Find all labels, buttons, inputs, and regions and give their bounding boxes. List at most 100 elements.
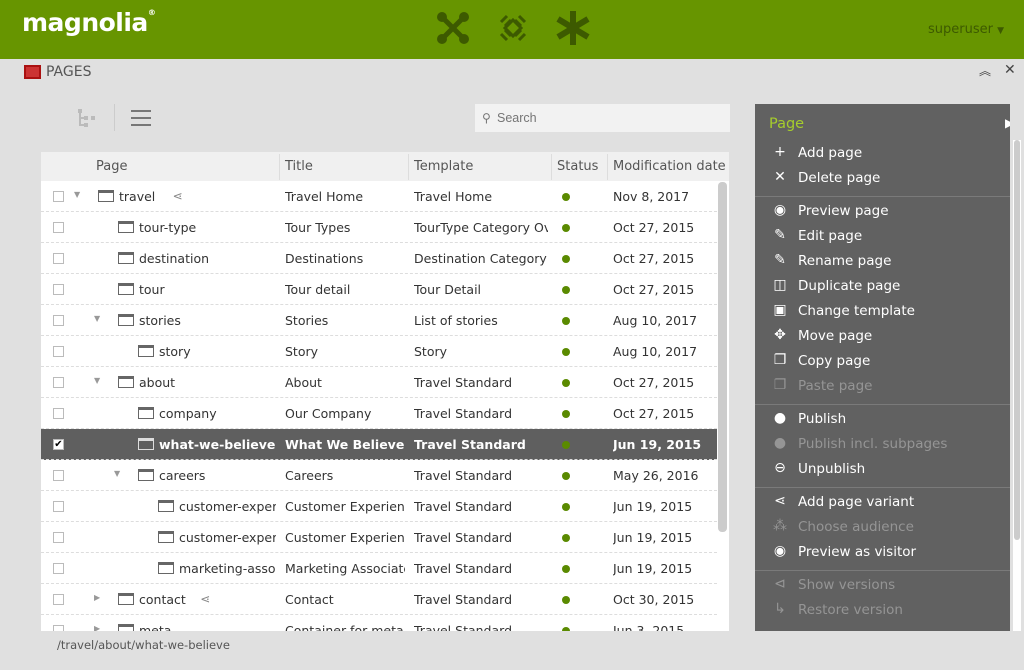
column-status[interactable]: Status: [557, 159, 599, 174]
row-checkbox[interactable]: [53, 346, 64, 357]
table-row[interactable]: customer-exper Customer Experienc Travel S…: [41, 491, 717, 522]
row-checkbox[interactable]: [53, 377, 64, 388]
actionbar-scrollbar[interactable]: [1013, 140, 1021, 631]
row-checkbox[interactable]: [53, 594, 64, 605]
column-modification-date[interactable]: Modification date: [613, 159, 726, 174]
action-rename[interactable]: ✎ Rename page: [755, 250, 1010, 275]
column-title[interactable]: Title: [285, 159, 313, 174]
column-template[interactable]: Template: [414, 159, 474, 174]
page-template: Travel Standard: [414, 406, 512, 421]
row-checkbox[interactable]: [53, 625, 64, 631]
magnolia-logo[interactable]: magnolia®: [22, 8, 156, 37]
move-icon: ✥: [774, 327, 786, 343]
caret-right-icon[interactable]: ▶: [94, 624, 101, 631]
page-icon: [118, 221, 134, 233]
action-preview[interactable]: ◉ Preview page: [755, 200, 1010, 225]
table-row[interactable]: ✔ what-we-believe What We Believe Travel St…: [41, 429, 717, 460]
row-checkbox[interactable]: [53, 315, 64, 326]
row-checkbox[interactable]: [53, 284, 64, 295]
table-row[interactable]: ▶ meta Container for meta Travel Standard Ju…: [41, 615, 717, 631]
page-template: Travel Standard: [414, 623, 512, 631]
modification-date: May 26, 2016: [613, 468, 699, 483]
table-row[interactable]: ▼ stories Stories List of stories Aug 10, 20…: [41, 305, 717, 336]
view-divider: [114, 104, 115, 131]
grid-scrollbar[interactable]: [718, 182, 727, 532]
action-edit[interactable]: ✎ Edit page: [755, 225, 1010, 250]
page-title: Tour detail: [285, 282, 351, 297]
row-checkbox[interactable]: [53, 408, 64, 419]
table-row[interactable]: ▼ about About Travel Standard Oct 27, 2015: [41, 367, 717, 398]
status-published-icon: [562, 255, 570, 263]
modification-date: Aug 10, 2017: [613, 344, 698, 359]
modification-date: Jun 19, 2015: [613, 561, 693, 576]
favorites-asterisk-icon[interactable]: [555, 10, 591, 46]
table-row[interactable]: tour Tour detail Tour Detail Oct 27, 2015: [41, 274, 717, 305]
table-row[interactable]: marketing-asso Marketing Associate Travel …: [41, 553, 717, 584]
collapse-icon[interactable]: ︽: [979, 64, 992, 78]
action-delete[interactable]: ✕ Delete page: [755, 167, 1010, 192]
page-template: Travel Standard: [414, 375, 512, 390]
page-icon: [118, 283, 134, 295]
action-unpublish[interactable]: ⊖ Unpublish: [755, 458, 1010, 483]
list-view-icon[interactable]: [131, 110, 151, 126]
page-name: tour: [139, 282, 165, 297]
action-choose-audience[interactable]: ⁂ Choose audience: [755, 516, 1010, 541]
page-icon: [158, 500, 174, 512]
modification-date: Jun 19, 2015: [613, 437, 702, 452]
row-checkbox[interactable]: ✔: [53, 439, 64, 450]
row-checkbox[interactable]: [53, 501, 64, 512]
user-menu[interactable]: superuser ▼: [927, 22, 1004, 37]
action-restore-version[interactable]: ↳ Restore version: [755, 599, 1010, 624]
status-published-icon: [562, 410, 570, 418]
chevron-down-icon: ▼: [997, 26, 1004, 36]
row-checkbox[interactable]: [53, 191, 64, 202]
action-section-title[interactable]: Page: [769, 116, 805, 132]
row-checkbox[interactable]: [53, 470, 64, 481]
apps-icon[interactable]: [435, 10, 471, 46]
action-change-template[interactable]: ▣ Change template: [755, 300, 1010, 325]
action-move[interactable]: ✥ Move page: [755, 325, 1010, 350]
caret-down-icon[interactable]: ▼: [94, 376, 101, 385]
action-publish[interactable]: ● Publish: [755, 408, 1010, 433]
table-row[interactable]: ▼ careers Careers Travel Standard May 26, 20…: [41, 460, 717, 491]
page-title: About: [285, 375, 322, 390]
variant-share-icon: ⋖: [172, 189, 183, 203]
table-row[interactable]: ▼ travel ⋖ Travel Home Travel Home Nov 8, 201…: [41, 181, 717, 212]
tree-view-icon[interactable]: [76, 107, 98, 129]
row-checkbox[interactable]: [53, 532, 64, 543]
page-title: Destinations: [285, 251, 364, 266]
action-paste[interactable]: ❐ Paste page: [755, 375, 1010, 400]
collapse-actionbar-icon[interactable]: ▶: [1005, 116, 1010, 130]
action-duplicate[interactable]: ◫ Duplicate page: [755, 275, 1010, 300]
close-icon[interactable]: ✕: [1004, 62, 1016, 78]
table-row[interactable]: tour-type Tour Types TourType Category Ov O…: [41, 212, 717, 243]
action-publish-subpages[interactable]: ● Publish incl. subpages: [755, 433, 1010, 458]
caret-right-icon[interactable]: ▶: [94, 593, 101, 602]
table-row[interactable]: story Story Story Aug 10, 2017: [41, 336, 717, 367]
page-name: what-we-believe: [159, 437, 276, 452]
table-row[interactable]: destination Destinations Destination Categ…: [41, 243, 717, 274]
caret-down-icon[interactable]: ▼: [74, 190, 81, 199]
delete-icon: ✕: [774, 169, 786, 185]
column-page[interactable]: Page: [96, 159, 128, 174]
page-title: Tour Types: [285, 220, 351, 235]
variant-share-icon: ⋖: [200, 592, 211, 606]
row-checkbox[interactable]: [53, 563, 64, 574]
status-published-icon: [562, 596, 570, 604]
search-input[interactable]: [475, 104, 730, 132]
action-add[interactable]: + Add page: [755, 142, 1010, 167]
action-add-variant[interactable]: ⋖ Add page variant: [755, 491, 1010, 516]
action-show-versions[interactable]: ⊲ Show versions: [755, 574, 1010, 599]
row-checkbox[interactable]: [53, 253, 64, 264]
row-checkbox[interactable]: [53, 222, 64, 233]
page-icon: [138, 438, 154, 450]
table-row[interactable]: customer-exper Customer Experienc Travel S…: [41, 522, 717, 553]
table-row[interactable]: company Our Company Travel Standard Oct 27,…: [41, 398, 717, 429]
caret-down-icon[interactable]: ▼: [94, 314, 101, 323]
table-row[interactable]: ▶ contact ⋖ Contact Travel Standard Oct 30, 2…: [41, 584, 717, 615]
action-copy[interactable]: ❐ Copy page: [755, 350, 1010, 375]
action-preview-visitor[interactable]: ◉ Preview as visitor: [755, 541, 1010, 566]
page-name: marketing-asso: [179, 561, 276, 576]
pulse-icon[interactable]: [495, 10, 531, 46]
caret-down-icon[interactable]: ▼: [114, 469, 121, 478]
